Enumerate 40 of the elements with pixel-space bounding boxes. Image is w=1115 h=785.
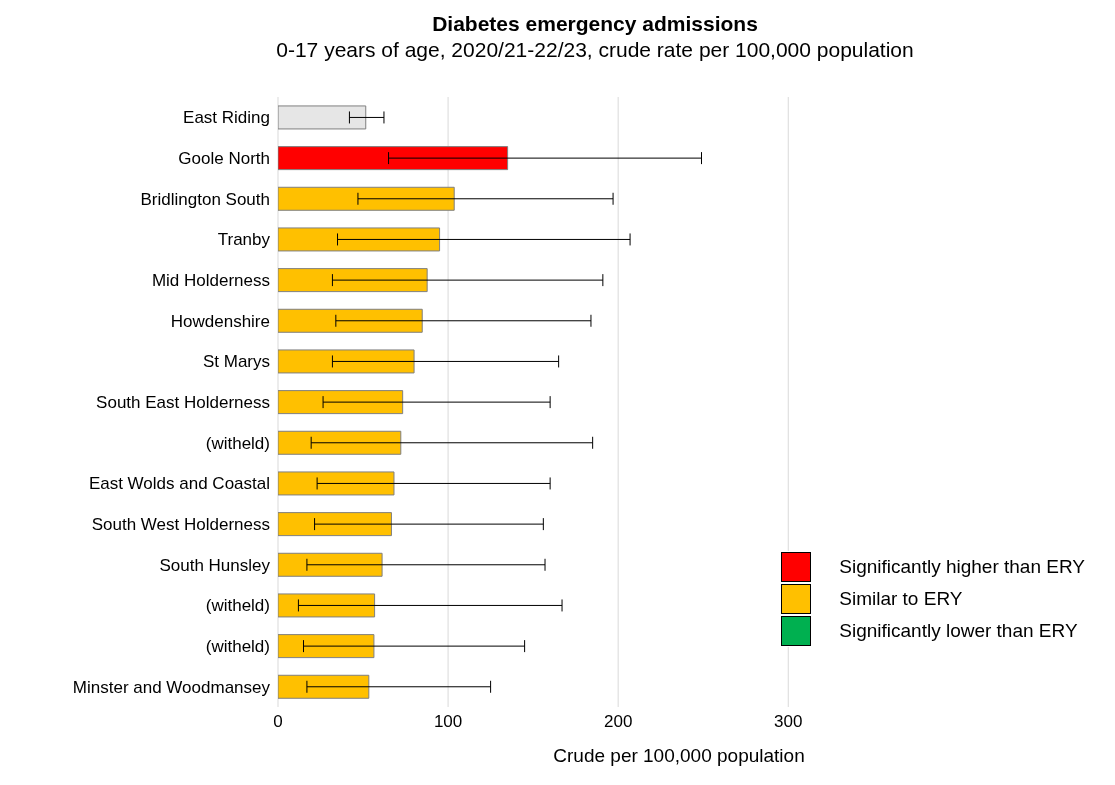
bar xyxy=(278,349,415,374)
bar xyxy=(278,634,375,659)
y-tick-label: South West Holderness xyxy=(91,515,270,535)
bar xyxy=(278,227,441,252)
y-tick-label: Mid Holderness xyxy=(151,271,270,291)
bar xyxy=(278,471,395,496)
y-tick-label: Goole North xyxy=(178,149,270,169)
y-tick-label: East Riding xyxy=(183,108,270,128)
y-tick-label: (witheld) xyxy=(205,433,270,453)
bar xyxy=(278,430,402,455)
legend-label: Significantly higher than ERY xyxy=(839,556,1085,578)
y-tick-label: East Wolds and Coastal xyxy=(88,474,270,494)
bar xyxy=(278,552,383,577)
bar xyxy=(278,308,423,333)
bar xyxy=(278,593,376,618)
legend-label: Significantly lower than ERY xyxy=(839,620,1078,642)
y-tick-label: South East Holderness xyxy=(96,393,270,413)
y-tick-label: Tranby xyxy=(217,230,271,250)
bar xyxy=(278,186,455,211)
x-tick-label: 300 xyxy=(774,712,803,732)
bar xyxy=(278,105,367,130)
bar xyxy=(278,390,404,415)
y-tick-label: St Marys xyxy=(202,352,270,372)
bar xyxy=(278,674,370,699)
x-tick-label: 200 xyxy=(603,712,633,732)
y-tick-label: (witheld) xyxy=(205,637,270,657)
chart-title: Diabetes emergency admissions xyxy=(431,12,759,36)
bar xyxy=(278,512,392,537)
legend-label: Similar to ERY xyxy=(839,588,963,610)
y-tick-label: South Hunsley xyxy=(159,555,271,575)
bar xyxy=(278,146,509,171)
chart-subtitle: 0-17 years of age, 2020/21-22/23, crude rate per 100,000 population xyxy=(275,38,915,62)
y-tick-label: (witheld) xyxy=(205,596,270,616)
x-tick-label: 0 xyxy=(273,712,283,732)
y-tick-label: Howdenshire xyxy=(170,311,270,331)
y-tick-label: Bridlington South xyxy=(140,189,270,209)
y-tick-label: Minster and Woodmansey xyxy=(72,677,271,697)
x-tick-label: 100 xyxy=(433,712,463,732)
bar xyxy=(278,268,428,293)
x-axis-title: Crude per 100,000 population xyxy=(552,745,806,767)
